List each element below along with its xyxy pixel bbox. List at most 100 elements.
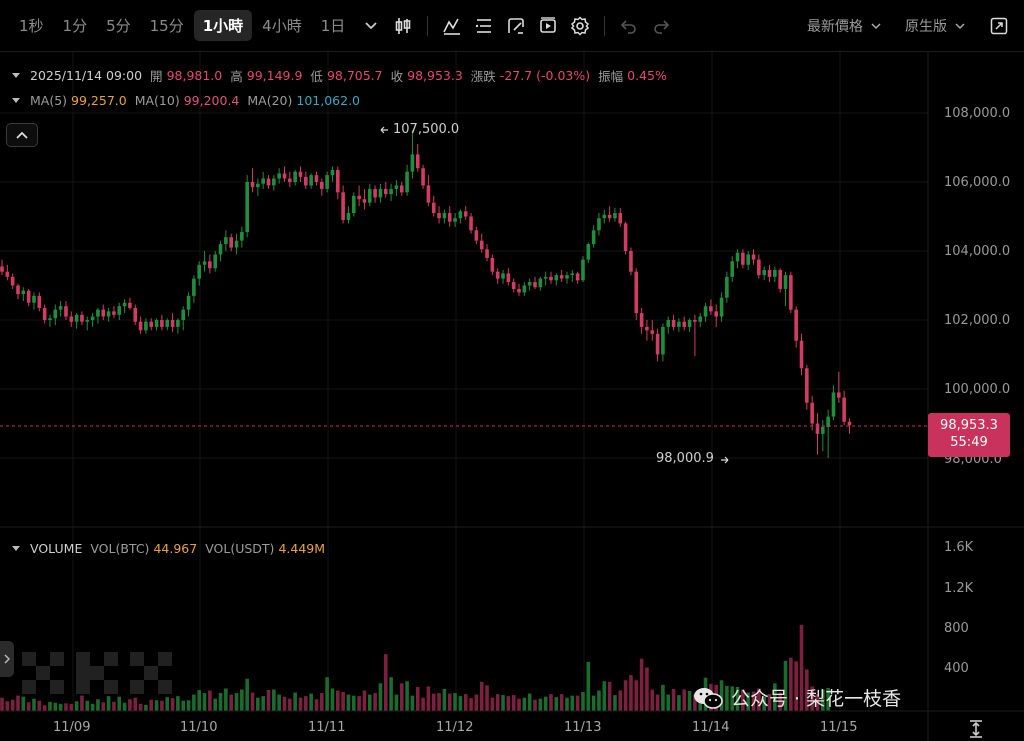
volume-bar: [106, 696, 111, 711]
settings-list-icon[interactable]: [468, 11, 500, 41]
price-chart[interactable]: [0, 52, 1024, 741]
undo-icon[interactable]: [613, 11, 645, 41]
volume-bar: [426, 686, 431, 711]
candle-body: [639, 313, 644, 327]
volume-bar: [325, 677, 329, 711]
volume-bar: [687, 691, 692, 711]
more-timeframes-chevron-icon[interactable]: [355, 11, 387, 41]
collapse-indicators-button[interactable]: [6, 123, 38, 147]
volume-bar: [639, 658, 644, 711]
volume-bar: [245, 678, 249, 711]
volume-bar: [208, 690, 212, 711]
candle-body: [634, 271, 639, 314]
draw-tools-icon[interactable]: [500, 11, 532, 41]
price-type-dropdown[interactable]: 最新價格: [807, 0, 881, 52]
timeframe-1m[interactable]: 1分: [62, 17, 88, 35]
candle-body: [847, 421, 852, 426]
candle-body: [501, 273, 505, 279]
candle-body: [202, 261, 207, 265]
close-label: 收: [390, 69, 404, 84]
volume-bar: [490, 697, 495, 711]
candle-body: [106, 311, 111, 317]
candle-body: [394, 185, 399, 189]
candle-body: [437, 213, 441, 219]
candle-body: [304, 176, 308, 186]
candle-body: [256, 183, 260, 188]
candle-body: [69, 316, 74, 322]
candle-body: [511, 282, 516, 289]
expand-sidebar-handle[interactable]: [0, 641, 14, 677]
candle-body: [383, 188, 388, 195]
candle-body: [623, 223, 628, 251]
volume-bar: [149, 699, 154, 711]
volume-bar: [250, 692, 255, 711]
candle-body: [21, 290, 26, 295]
collapse-caret-icon[interactable]: [12, 98, 20, 103]
timeframe-1h[interactable]: 1小時: [193, 10, 253, 41]
volume-bar: [389, 677, 393, 711]
volume-bar: [213, 698, 217, 711]
candle-body: [373, 188, 377, 198]
volume-bar: [815, 694, 820, 711]
volume-bar: [21, 696, 26, 711]
candle-body: [805, 368, 809, 403]
volume-bar: [122, 702, 127, 711]
candle-body: [160, 320, 164, 327]
high-arrow-icon: [380, 126, 388, 134]
volume-bar: [751, 691, 756, 711]
timeframe-1d[interactable]: 1日: [320, 17, 346, 35]
collapse-caret-icon[interactable]: [12, 546, 20, 551]
price-type-label: 最新價格: [807, 19, 863, 35]
candle-body: [351, 195, 356, 214]
high-label: 高: [230, 69, 243, 84]
candle-body: [245, 182, 249, 233]
timeframe-1s[interactable]: 1秒: [19, 17, 44, 35]
low-annotation: 98,000.9: [656, 451, 714, 466]
volume-bar: [277, 694, 281, 711]
candle-body: [821, 426, 825, 434]
indicators-icon[interactable]: [436, 11, 468, 41]
volume-bar: [351, 695, 356, 711]
volume-bar: [581, 692, 585, 711]
chart-mode-label: 原生版: [905, 19, 947, 35]
high-value: 99,149.9: [246, 68, 303, 83]
volume-bar: [74, 701, 79, 711]
redo-icon[interactable]: [645, 11, 677, 41]
volume-bar: [693, 694, 697, 711]
candle-body: [570, 273, 575, 276]
reset-scale-icon[interactable]: [966, 719, 986, 739]
volume-bar: [442, 688, 447, 711]
candle-body: [96, 309, 100, 317]
candle-body: [767, 269, 772, 277]
volume-bar: [698, 695, 703, 711]
volume-bar: [240, 689, 244, 711]
change-value: -27.7 (-0.03%): [499, 68, 591, 83]
candle-body: [399, 185, 404, 193]
timeframe-4h[interactable]: 4小時: [262, 17, 302, 35]
volume-bar: [719, 680, 724, 711]
chevron-down-icon: [955, 18, 965, 34]
volume-bar: [522, 697, 527, 711]
candle-body: [453, 218, 457, 222]
ma5-label: MA(5): [30, 93, 68, 108]
volume-bar: [383, 654, 388, 711]
volume-bar: [677, 695, 681, 711]
volume-bar: [85, 700, 90, 711]
candle-body: [224, 237, 228, 245]
gear-icon[interactable]: [564, 11, 596, 41]
candle-body: [5, 271, 10, 277]
candlestick-type-icon[interactable]: [387, 11, 419, 41]
candle-body: [671, 320, 676, 327]
ma5-value: 99,257.0: [71, 93, 127, 108]
candle-body: [831, 392, 836, 417]
fullscreen-button[interactable]: [990, 0, 1008, 52]
replay-icon[interactable]: [532, 11, 564, 41]
chart-mode-dropdown[interactable]: 原生版: [905, 0, 965, 52]
open-value: 98,981.0: [166, 68, 223, 83]
volume-bar: [682, 689, 687, 711]
timeframe-15m[interactable]: 15分: [149, 17, 184, 35]
volume-bar: [330, 688, 335, 711]
timeframe-5m[interactable]: 5分: [106, 17, 131, 35]
candle-body: [735, 252, 740, 262]
collapse-caret-icon[interactable]: [12, 73, 20, 78]
